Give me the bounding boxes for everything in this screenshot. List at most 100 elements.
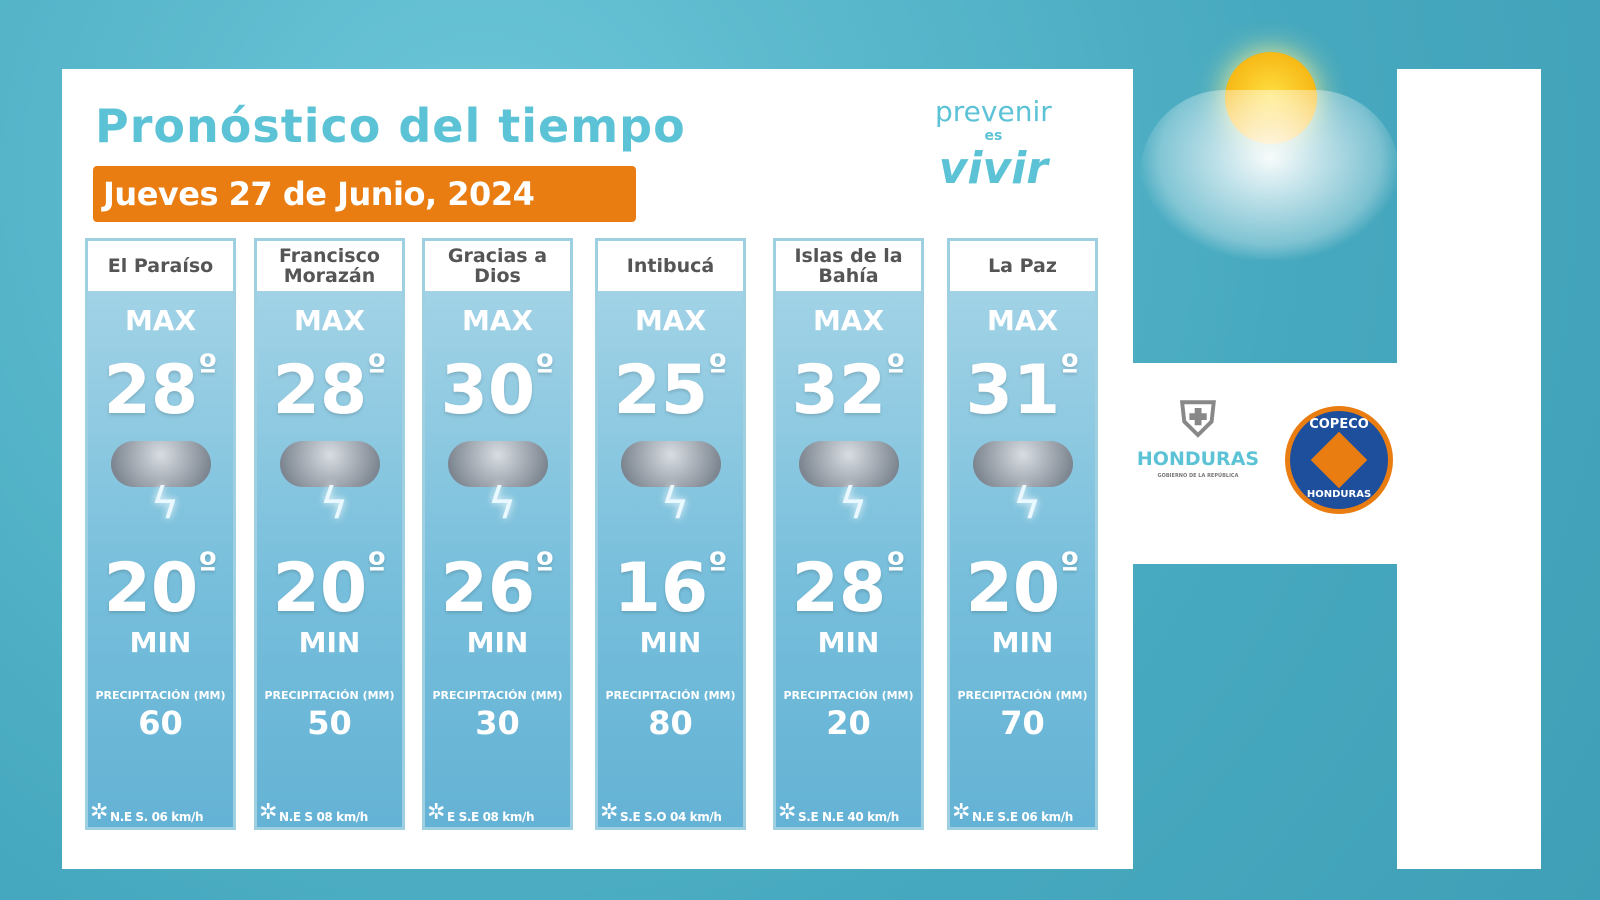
thunderstorm-icon: ϟ	[616, 431, 726, 535]
prevenir-es-vivir-logo: prevenir es vivir	[935, 96, 1052, 194]
max-temp: 32º	[776, 351, 921, 427]
page-title: Pronóstico del tiempo	[95, 99, 686, 153]
degree-symbol: º	[367, 546, 387, 586]
department-card: Islas de la Bahía MAX 32º ϟ 28º MIN PREC…	[773, 238, 924, 830]
honduras-logo: ⛨ HONDURAS GOBIERNO DE LA REPÚBLICA	[1133, 392, 1263, 480]
honduras-name: HONDURAS	[1136, 448, 1260, 470]
honduras-sub: GOBIERNO DE LA REPÚBLICA	[1157, 473, 1239, 479]
degree-symbol: º	[1060, 546, 1080, 586]
max-temp: 25º	[598, 351, 743, 427]
wind-text: N.E S. 06 km/h	[110, 810, 204, 824]
logo-line1: prevenir	[935, 95, 1052, 128]
department-card: Francisco Morazán MAX 28º ϟ 20º MIN PREC…	[254, 238, 405, 830]
wind-text: S.E S.O 04 km/h	[620, 810, 722, 824]
max-label: MAX	[293, 304, 366, 337]
min-value: 20	[272, 549, 368, 628]
precip-value: 30	[475, 704, 520, 742]
department-name: Islas de la Bahía	[776, 241, 921, 291]
precip-label: PRECIPITACIÓN (MM)	[957, 689, 1088, 702]
copeco-bottom: HONDURAS	[1306, 489, 1372, 500]
degree-symbol: º	[198, 348, 218, 388]
min-temp: 16º	[598, 549, 743, 625]
degree-symbol: º	[1060, 348, 1080, 388]
wind-text: E S.E 08 km/h	[447, 810, 535, 824]
precip-label: PRECIPITACIÓN (MM)	[783, 689, 914, 702]
precip-label: PRECIPITACIÓN (MM)	[432, 689, 563, 702]
department-name: Francisco Morazán	[257, 241, 402, 291]
thunderstorm-icon: ϟ	[106, 431, 216, 535]
precip-label: PRECIPITACIÓN (MM)	[95, 689, 226, 702]
wind-info: ✲ S.E S.O 04 km/h	[600, 801, 743, 825]
logo-line2: es	[984, 128, 1003, 144]
max-value: 28	[272, 351, 368, 430]
min-value: 20	[965, 549, 1061, 628]
department-name: El Paraíso	[88, 241, 233, 291]
min-temp: 28º	[776, 549, 921, 625]
department-card: Gracias a Dios MAX 30º ϟ 26º MIN PRECIPI…	[422, 238, 573, 830]
pinwheel-icon: ✲	[90, 801, 109, 825]
degree-symbol: º	[708, 348, 728, 388]
pinwheel-icon: ✲	[778, 801, 797, 825]
department-name: La Paz	[950, 241, 1095, 291]
degree-symbol: º	[198, 546, 218, 586]
min-temp: 20º	[950, 549, 1095, 625]
max-temp: 28º	[257, 351, 402, 427]
department-name: Gracias a Dios	[425, 241, 570, 291]
logo-line3: vivir	[938, 143, 1048, 194]
thunderstorm-icon: ϟ	[443, 431, 553, 535]
min-value: 20	[103, 549, 199, 628]
precip-label: PRECIPITACIÓN (MM)	[264, 689, 395, 702]
department-card: El Paraíso MAX 28º ϟ 20º MIN PRECIPITACI…	[85, 238, 236, 830]
wind-info: ✲ S.E N.E 40 km/h	[778, 801, 921, 825]
cloud-icon	[1140, 90, 1400, 260]
min-label: MIN	[991, 626, 1054, 659]
degree-symbol: º	[367, 348, 387, 388]
min-temp: 20º	[257, 549, 402, 625]
white-strip	[1397, 69, 1541, 869]
pinwheel-icon: ✲	[600, 801, 619, 825]
precip-value: 80	[648, 704, 693, 742]
pinwheel-icon: ✲	[427, 801, 446, 825]
wind-text: S.E N.E 40 km/h	[798, 810, 899, 824]
degree-symbol: º	[535, 348, 555, 388]
max-value: 30	[440, 351, 536, 430]
degree-symbol: º	[886, 546, 906, 586]
max-value: 28	[103, 351, 199, 430]
max-label: MAX	[634, 304, 707, 337]
wind-text: N.E S.E 06 km/h	[972, 810, 1073, 824]
precip-label: PRECIPITACIÓN (MM)	[605, 689, 736, 702]
min-value: 28	[791, 549, 887, 628]
max-value: 31	[965, 351, 1061, 430]
min-label: MIN	[639, 626, 702, 659]
degree-symbol: º	[886, 348, 906, 388]
min-label: MIN	[817, 626, 880, 659]
degree-symbol: º	[535, 546, 555, 586]
max-label: MAX	[461, 304, 534, 337]
pinwheel-icon: ✲	[952, 801, 971, 825]
precip-value: 60	[138, 704, 183, 742]
coat-of-arms-icon: ⛨	[1179, 392, 1216, 448]
max-value: 32	[791, 351, 887, 430]
copeco-top: COPECO	[1309, 417, 1369, 432]
degree-symbol: º	[708, 546, 728, 586]
department-card: La Paz MAX 31º ϟ 20º MIN PRECIPITACIÓN (…	[947, 238, 1098, 830]
max-label: MAX	[124, 304, 197, 337]
copeco-logo: COPECO HONDURAS	[1285, 406, 1393, 514]
precip-value: 50	[307, 704, 352, 742]
max-label: MAX	[812, 304, 885, 337]
pinwheel-icon: ✲	[259, 801, 278, 825]
thunderstorm-icon: ϟ	[968, 431, 1078, 535]
department-name: Intibucá	[598, 241, 743, 291]
max-temp: 31º	[950, 351, 1095, 427]
diamond-icon	[1310, 431, 1368, 489]
min-temp: 26º	[425, 549, 570, 625]
thunderstorm-icon: ϟ	[794, 431, 904, 535]
max-label: MAX	[986, 304, 1059, 337]
thunderstorm-icon: ϟ	[275, 431, 385, 535]
wind-info: ✲ N.E S.E 06 km/h	[952, 801, 1095, 825]
max-temp: 30º	[425, 351, 570, 427]
wind-text: N.E S 08 km/h	[279, 810, 368, 824]
date-banner: Jueves 27 de Junio, 2024	[93, 166, 636, 222]
min-label: MIN	[466, 626, 529, 659]
min-temp: 20º	[88, 549, 233, 625]
